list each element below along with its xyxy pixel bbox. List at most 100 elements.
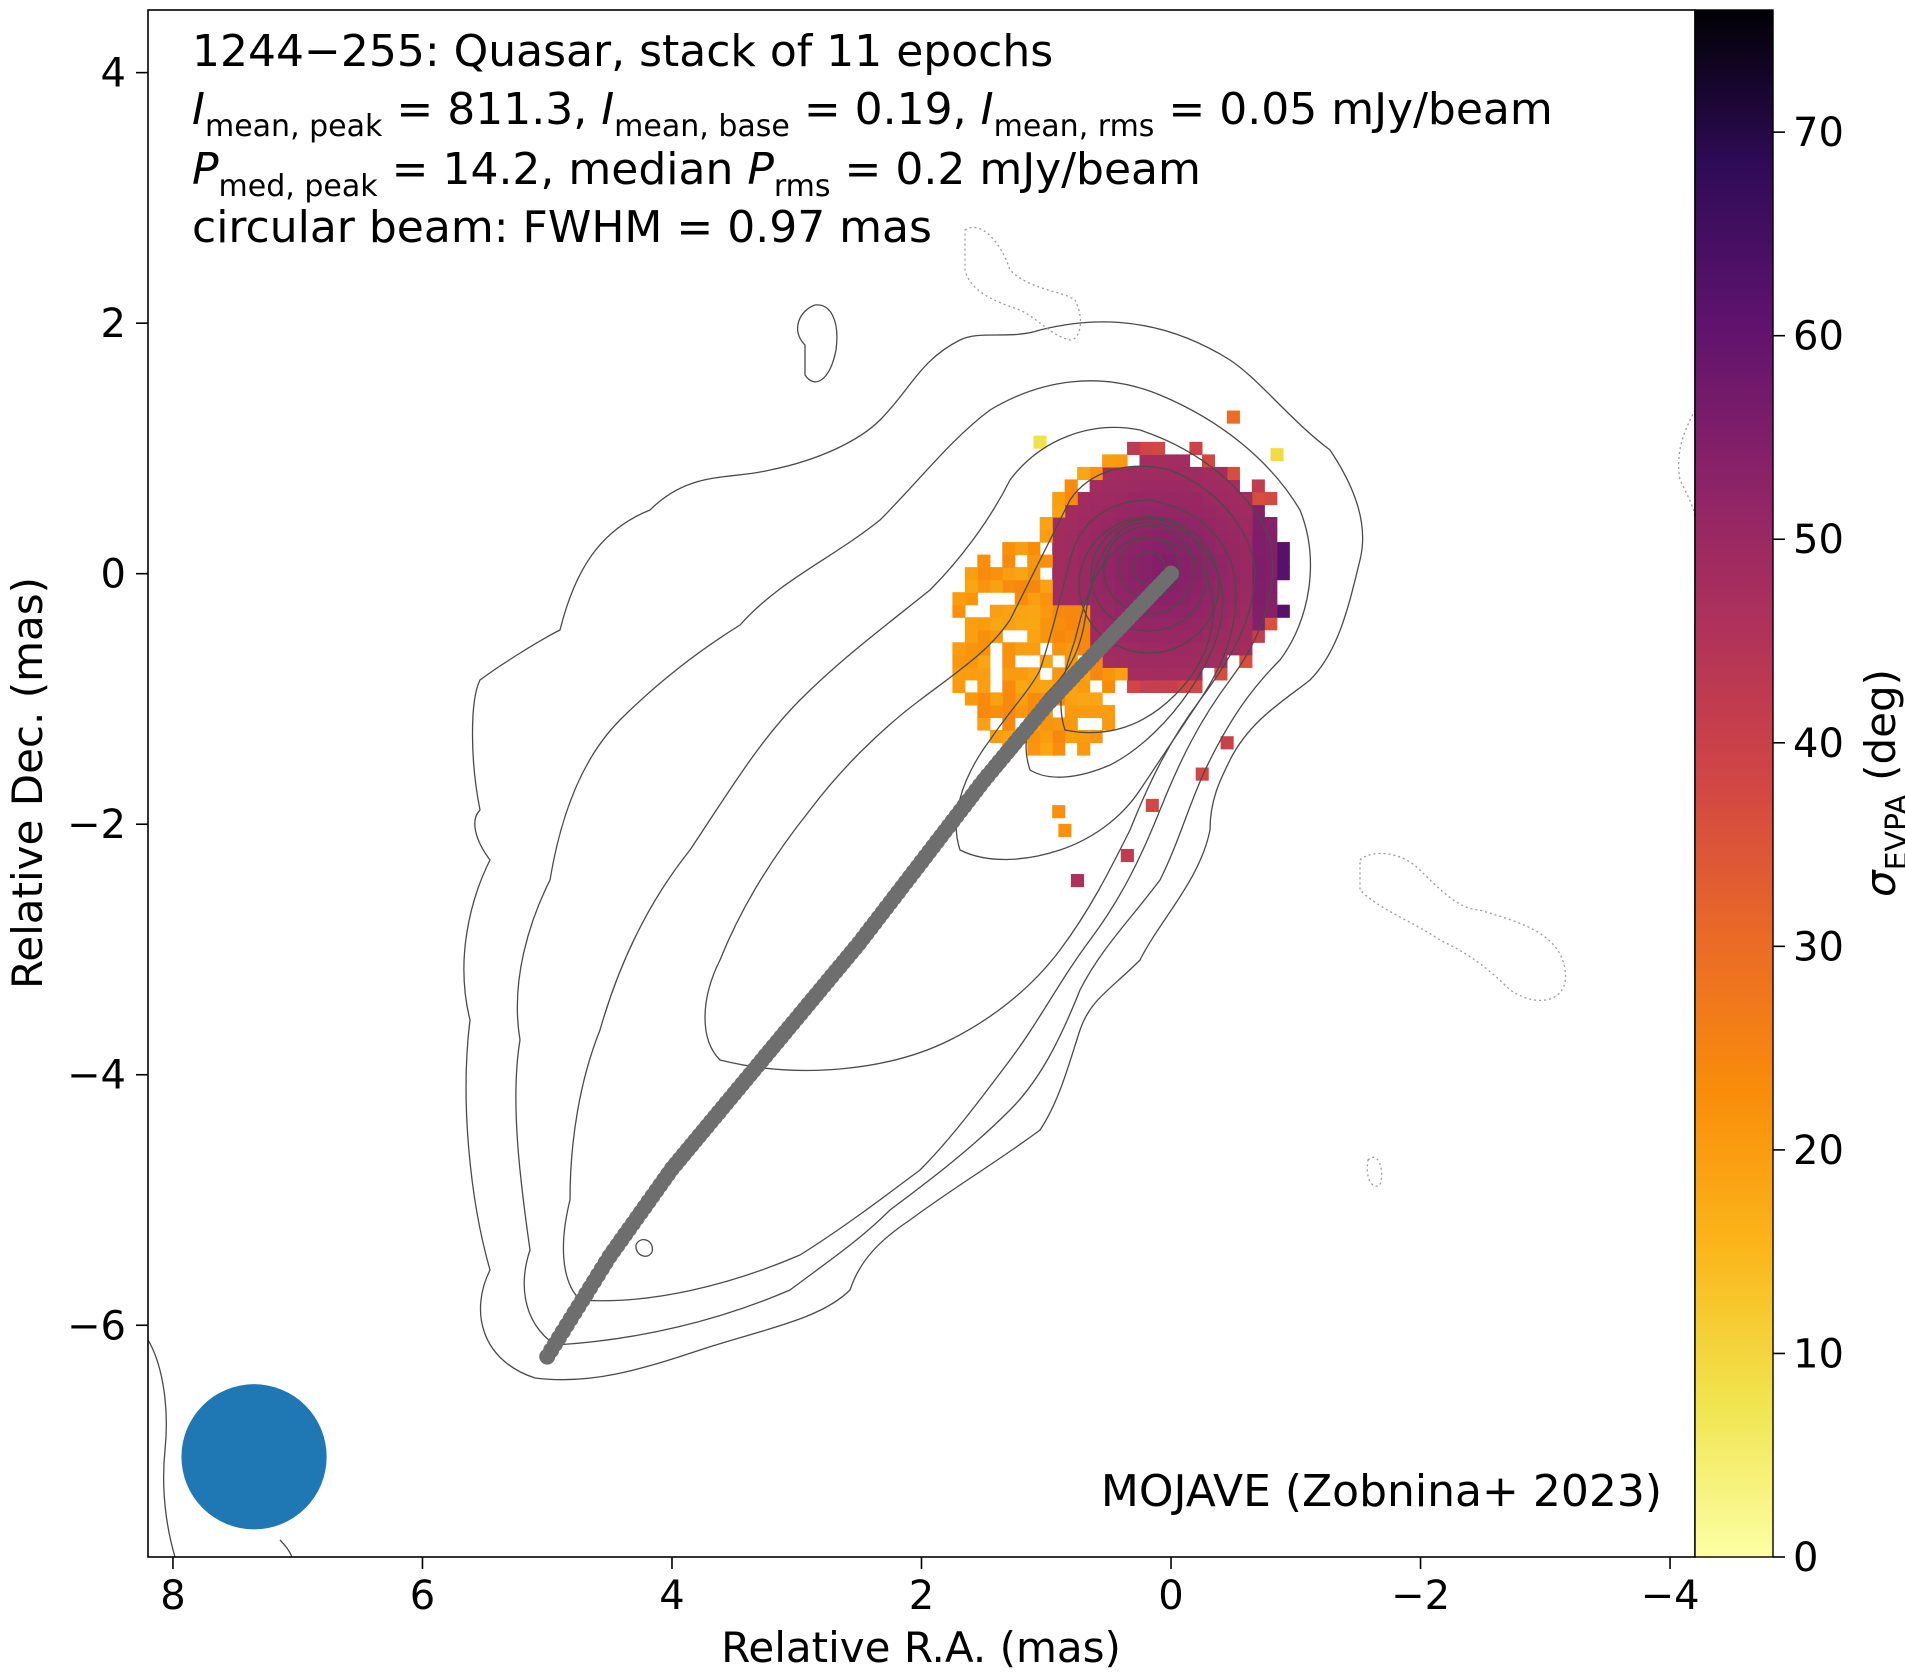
heatmap-pixel xyxy=(964,579,978,593)
heatmap-pixel xyxy=(1102,704,1116,719)
contour-10 xyxy=(1103,525,1195,615)
heatmap-pixel xyxy=(1226,529,1240,543)
heatmap-pixel xyxy=(1052,629,1066,643)
heatmap-pixel xyxy=(1189,491,1203,506)
colorbar-label: σEVPA (deg) xyxy=(1856,669,1905,897)
heatmap-pixel xyxy=(1214,517,1228,531)
heatmap-pixel xyxy=(1052,805,1066,819)
heatmap-pixel xyxy=(1077,517,1091,531)
heatmap-pixel xyxy=(1189,679,1203,693)
heatmap-pixel xyxy=(952,604,966,618)
heatmap-pixel xyxy=(989,692,1003,706)
heatmap-pixel xyxy=(1251,479,1265,493)
heatmap-pixel xyxy=(1027,542,1041,556)
heatmap-pixel xyxy=(1014,704,1028,719)
heatmap-pixel xyxy=(1102,567,1116,581)
heatmap-pixel xyxy=(1114,579,1128,593)
heatmap-pixel xyxy=(1164,491,1178,506)
colorbar-tick-label: 20 xyxy=(1793,1128,1844,1174)
heatmap-pixel xyxy=(1164,642,1178,656)
heatmap-pixel xyxy=(1152,679,1166,693)
heatmap-pixel xyxy=(1189,567,1203,581)
heatmap-pixel xyxy=(1064,529,1078,543)
x-tick-label: 2 xyxy=(909,1573,934,1619)
heatmap-pixel xyxy=(977,692,991,706)
heatmap-pixel xyxy=(1251,554,1265,568)
heatmap-pixel xyxy=(1127,466,1141,481)
heatmap-pixel xyxy=(1176,654,1191,668)
colorbar-tick-label: 40 xyxy=(1793,721,1844,767)
y-tick-label: 0 xyxy=(101,552,126,598)
heatmap-pixel xyxy=(1077,704,1091,719)
heatmap-pixel xyxy=(1239,629,1253,643)
heatmap-pixel xyxy=(1189,466,1203,481)
heatmap-pixel xyxy=(1251,529,1265,543)
heatmap-pixel xyxy=(1052,491,1066,506)
heatmap-pixel xyxy=(1189,667,1203,681)
contour-3 xyxy=(562,426,1274,1302)
heatmap-pixel xyxy=(1027,604,1041,618)
heatmap-pixel xyxy=(1189,504,1203,518)
heatmap-pixel xyxy=(977,679,991,693)
heatmap-pixel xyxy=(1089,692,1103,706)
heatmap-pixel xyxy=(1039,729,1053,744)
heatmap-pixel xyxy=(1014,567,1028,581)
heatmap-pixel xyxy=(1201,479,1215,493)
heatmap-pixel xyxy=(1127,642,1141,656)
heatmap-pixel xyxy=(1176,604,1191,618)
heatmap-pixel xyxy=(1139,679,1153,693)
heatmap-pixel xyxy=(1251,504,1265,518)
credit-label: MOJAVE (Zobnina+ 2023) xyxy=(1101,1466,1662,1517)
heatmap-pixel xyxy=(1251,592,1265,606)
heatmap-pixel xyxy=(1102,592,1116,606)
annotation-line-1: 1244−255: Quasar, stack of 11 epochs xyxy=(192,26,1053,77)
heatmap-pixel xyxy=(1027,642,1041,656)
heatmap-pixel xyxy=(1114,466,1128,481)
annotation-line-4: circular beam: FWHM = 0.97 mas xyxy=(192,202,932,253)
heatmap-pixel xyxy=(1214,529,1228,543)
heatmap-pixel xyxy=(1176,629,1191,643)
contour-island-north xyxy=(796,304,838,383)
heatmap-pixel xyxy=(1070,874,1084,888)
heatmap-pixel xyxy=(1189,604,1203,618)
heatmap-pixel xyxy=(1077,466,1091,481)
heatmap-pixel xyxy=(1102,491,1116,506)
heatmap-pixel xyxy=(1114,491,1128,506)
heatmap-pixel xyxy=(1027,742,1041,756)
y-tick-label: −2 xyxy=(67,802,126,848)
annotation-line-2: Imean, peak = 811.3, Imean, base = 0.19,… xyxy=(192,84,1553,144)
heatmap-pixel xyxy=(1089,604,1103,618)
heatmap-pixel xyxy=(964,692,978,706)
heatmap-pixel xyxy=(1002,717,1016,731)
heatmap-pixel xyxy=(1201,554,1215,568)
heatmap-pixel xyxy=(1189,642,1203,656)
heatmap-pixel xyxy=(1064,479,1078,493)
heatmap-pixel xyxy=(952,642,966,656)
heatmap-pixel xyxy=(1114,454,1128,468)
contour-outer xyxy=(463,321,1364,1381)
heatmap-pixel xyxy=(1127,679,1141,693)
heatmap-pixel xyxy=(1251,517,1265,531)
heatmap-pixel xyxy=(1226,554,1240,568)
heatmap-pixel xyxy=(977,579,991,593)
heatmap-pixel xyxy=(1264,491,1278,506)
heatmap-pixel xyxy=(1077,629,1091,643)
heatmap-pixel xyxy=(1164,667,1178,681)
heatmap-pixel xyxy=(1089,504,1103,518)
heatmap-pixel xyxy=(1039,517,1053,531)
heatmap-pixel xyxy=(1201,529,1215,543)
heatmap-pixel xyxy=(1176,454,1191,468)
heatmap-pixel xyxy=(1127,504,1141,518)
annotation-block: 1244−255: Quasar, stack of 11 epochs Ime… xyxy=(192,26,1662,1517)
heatmap-pixel xyxy=(1077,542,1091,556)
heatmap-pixel xyxy=(1027,617,1041,631)
heatmap-pixel xyxy=(1139,667,1153,681)
heatmap-pixel xyxy=(1139,554,1153,568)
heatmap-pixel xyxy=(1089,704,1103,719)
x-ticks: 8 6 4 2 0 −2 −4 xyxy=(160,1557,1700,1619)
colorbar-tick-label: 0 xyxy=(1793,1535,1818,1581)
heatmap-pixel xyxy=(1201,466,1215,481)
heatmap-pixel xyxy=(1251,604,1265,618)
contour-corner xyxy=(148,1339,176,1557)
heatmap-pixel xyxy=(1189,654,1203,668)
